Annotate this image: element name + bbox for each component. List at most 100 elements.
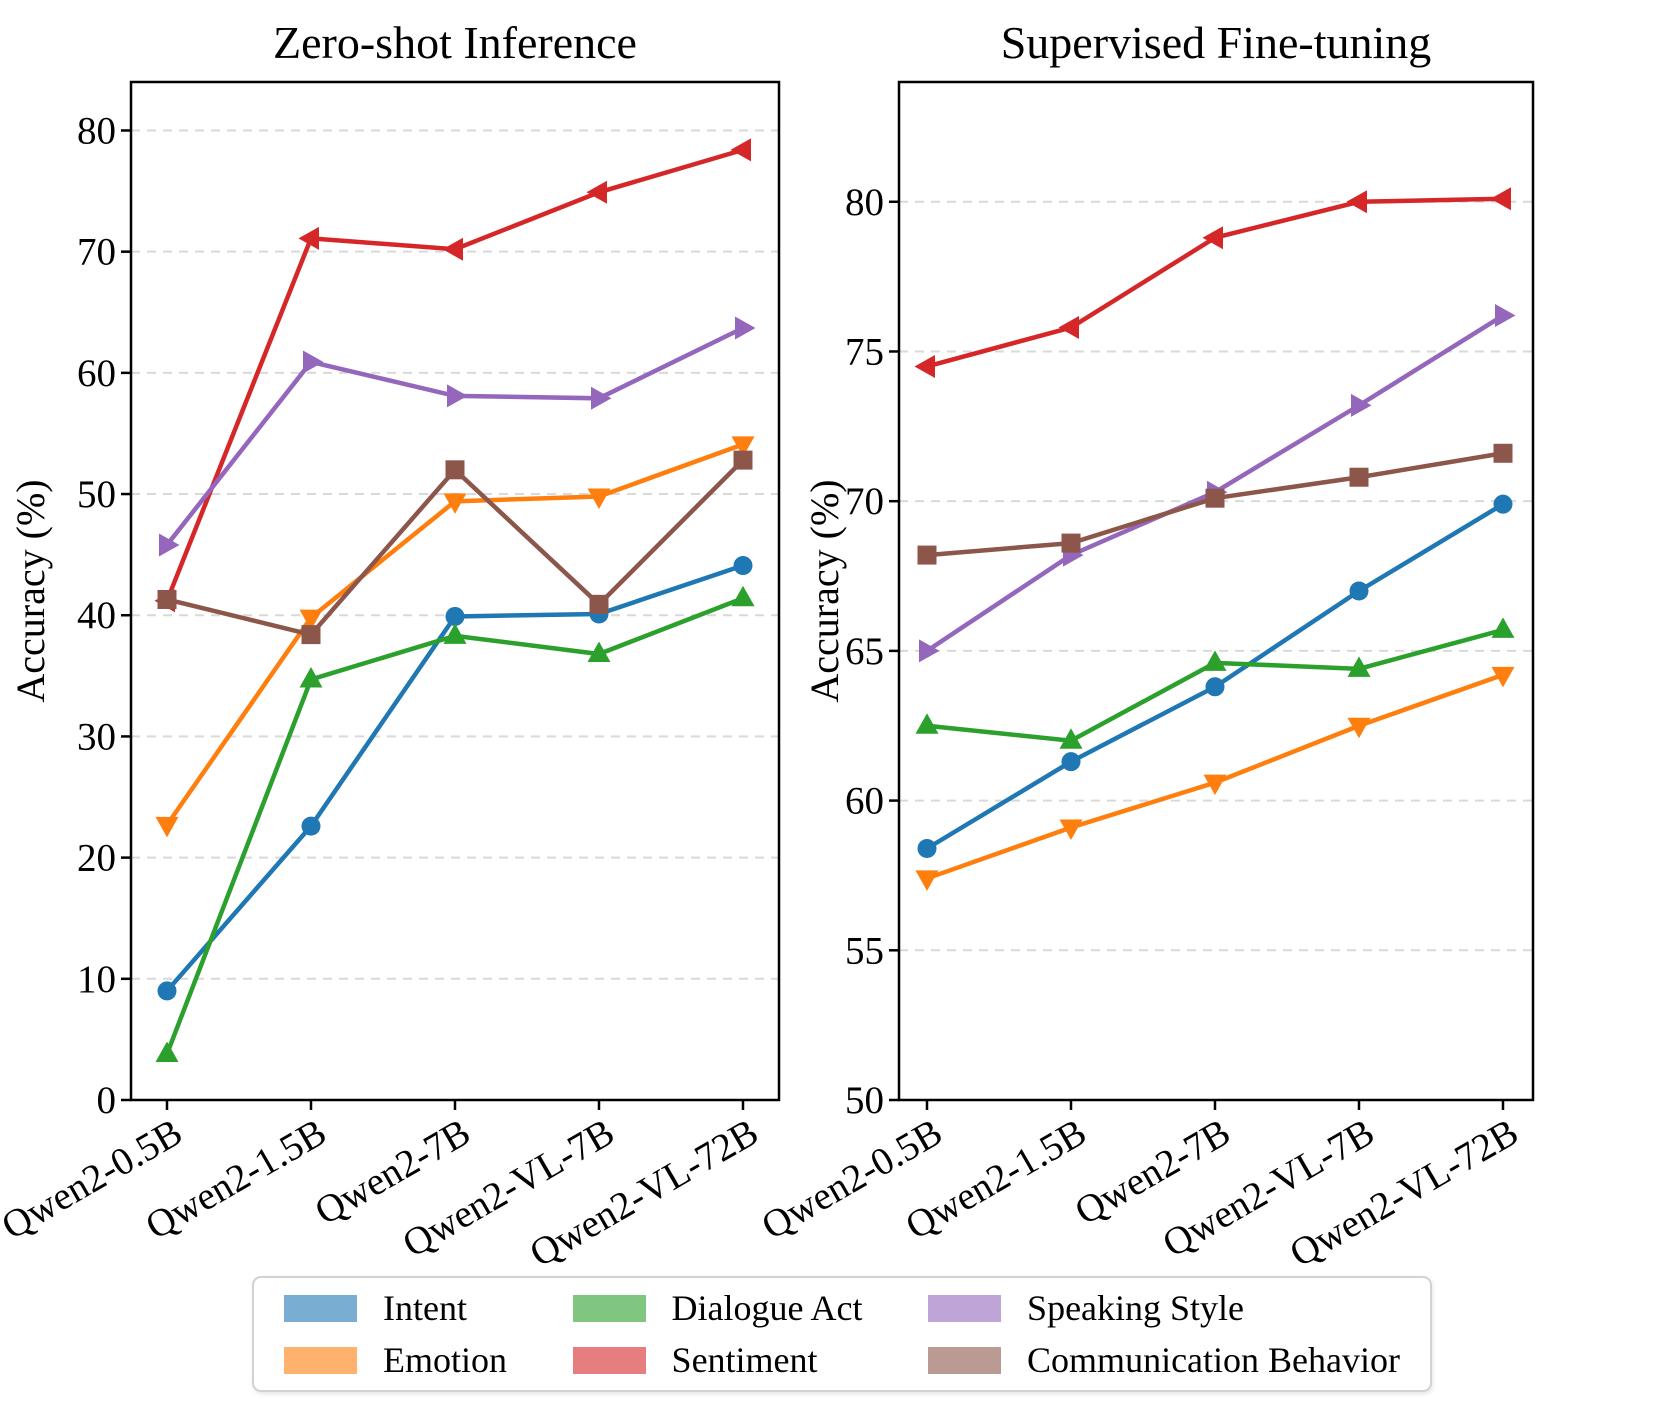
marker-triangle-left [442,237,463,261]
y-tick-label: 60 [845,780,884,823]
series-sentiment [914,187,1511,378]
series-dialogue-act [915,617,1515,749]
legend-label: Speaking Style [1027,1288,1245,1328]
panel-zero-shot-inference: 0 10 20 30 40 50 60 70 80 Qwen2-0.5BQwen2-1.5BQwe… [0,80,781,1270]
y-tick-label: 30 [77,715,116,758]
y-tick-label: 80 [77,109,116,152]
marker-triangle-up [587,641,611,663]
marker-square [1061,533,1081,553]
marker-triangle-up [1347,656,1371,677]
marker-triangle-right [1351,393,1372,417]
series-intent [157,556,753,1001]
marker-square [589,594,609,614]
y-tick-label: 10 [77,958,116,1001]
marker-triangle-right [303,350,324,374]
y-tick-label: 75 [845,330,884,373]
y-tick-label: 65 [845,630,884,673]
series-speaking-style [919,304,1516,663]
marker-square [1205,488,1225,508]
marker-triangle-right [159,533,180,557]
marker-circle [157,981,177,1001]
marker-square [917,545,937,565]
marker-triangle-down [731,436,755,457]
axes-frame [129,80,781,1102]
marker-triangle-down [1491,666,1515,688]
legend-swatch-intent [284,1294,357,1322]
series-communication-behavior [157,450,753,645]
marker-circle [733,556,753,576]
marker-triangle-left [1058,316,1079,340]
left-panel-title: Zero-shot Inference [273,17,637,68]
marker-triangle-right [919,639,940,663]
marker-square [301,625,321,645]
legend-swatch-speaking-style [928,1294,1002,1322]
marker-square [1493,443,1513,463]
marker-triangle-up [1059,728,1083,749]
marker-square [1349,467,1369,487]
marker-triangle-down [1059,819,1083,841]
y-axis: 50 55 60 65 70 75 80 [845,181,899,1122]
gridlines [899,200,1533,1101]
marker-triangle-up [299,666,323,688]
y-tick-label: 60 [77,352,116,395]
series-emotion [915,666,1515,891]
legend-swatch-dialogue-act [572,1294,646,1322]
marker-circle [1493,494,1513,514]
marker-triangle-right [591,386,612,410]
marker-triangle-up [155,1041,179,1062]
legend-label: Dialogue Act [671,1288,863,1328]
legend-label: Emotion [383,1340,507,1380]
marker-triangle-right [735,316,756,340]
series-dialogue-act [155,585,755,1062]
marker-triangle-right [447,384,468,408]
right-panel-title: Supervised Fine-tuning [1001,17,1432,68]
marker-triangle-down [587,488,611,509]
marker-circle [1205,677,1225,697]
marker-triangle-left [1202,226,1223,250]
y-tick-label: 50 [845,1079,884,1122]
legend-swatch-emotion [284,1346,357,1374]
marker-circle [301,816,321,836]
x-axis: Qwen2-0.5BQwen2-1.5BQwen2-7BQwen2-VL-7BQ… [754,1100,1526,1270]
legend-label: Communication Behavior [1027,1340,1400,1380]
marker-triangle-up [731,585,755,607]
legend-label: Sentiment [671,1340,818,1380]
marker-triangle-down [155,816,179,838]
marker-triangle-down [443,493,467,514]
y-tick-label: 40 [77,594,116,637]
y-tick-label: 70 [77,231,116,274]
legend-item-communication-behavior: Communication Behavior [928,1341,1400,1379]
marker-triangle-down [1203,774,1227,796]
marker-triangle-up [443,623,467,644]
marker-triangle-down [1347,717,1371,739]
legend-item-intent: Intent [284,1289,507,1327]
marker-circle [445,606,465,626]
marker-triangle-left [298,226,319,250]
legend-item-speaking-style: Speaking Style [928,1289,1400,1327]
legend-item-dialogue-act: Dialogue Act [572,1288,863,1328]
marker-square [733,450,753,470]
y-tick-label: 50 [77,473,116,516]
legend-label: Intent [383,1288,467,1328]
series-emotion [155,436,755,838]
y-tick-label: 55 [845,929,884,972]
legend-grid: Intent Emotion Dialogue Act Sentiment Speaki… [284,1288,1400,1380]
marker-circle [1061,752,1081,772]
marker-square [445,460,465,480]
chart-canvas: 0 10 20 30 40 50 60 70 80 Qwen2-0.5BQwen2-1.5BQwe… [0,17,1535,1270]
marker-triangle-left [914,354,935,378]
legend-item-emotion: Emotion [284,1341,507,1379]
y-tick-label: 20 [77,837,116,880]
y-tick-label: 0 [97,1079,117,1122]
marker-triangle-left [586,180,607,204]
series-intent [917,494,1513,858]
y-tick-label: 80 [845,181,884,224]
marker-circle [917,838,937,858]
marker-triangle-left [1346,190,1367,214]
marker-square [157,589,177,609]
marker-triangle-up [1203,650,1227,671]
marker-triangle-left [730,138,751,162]
series-communication-behavior [917,443,1513,565]
marker-circle [1349,581,1369,601]
